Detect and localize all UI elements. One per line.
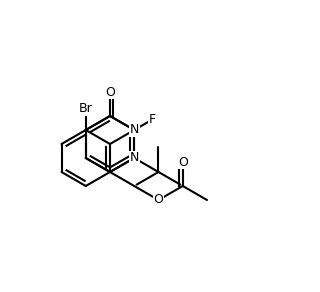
- Text: O: O: [105, 86, 115, 99]
- Text: O: O: [178, 156, 188, 169]
- Text: N: N: [130, 124, 139, 136]
- Text: O: O: [154, 194, 164, 206]
- Text: N: N: [130, 152, 139, 164]
- Text: Br: Br: [79, 102, 92, 116]
- Text: F: F: [149, 113, 156, 126]
